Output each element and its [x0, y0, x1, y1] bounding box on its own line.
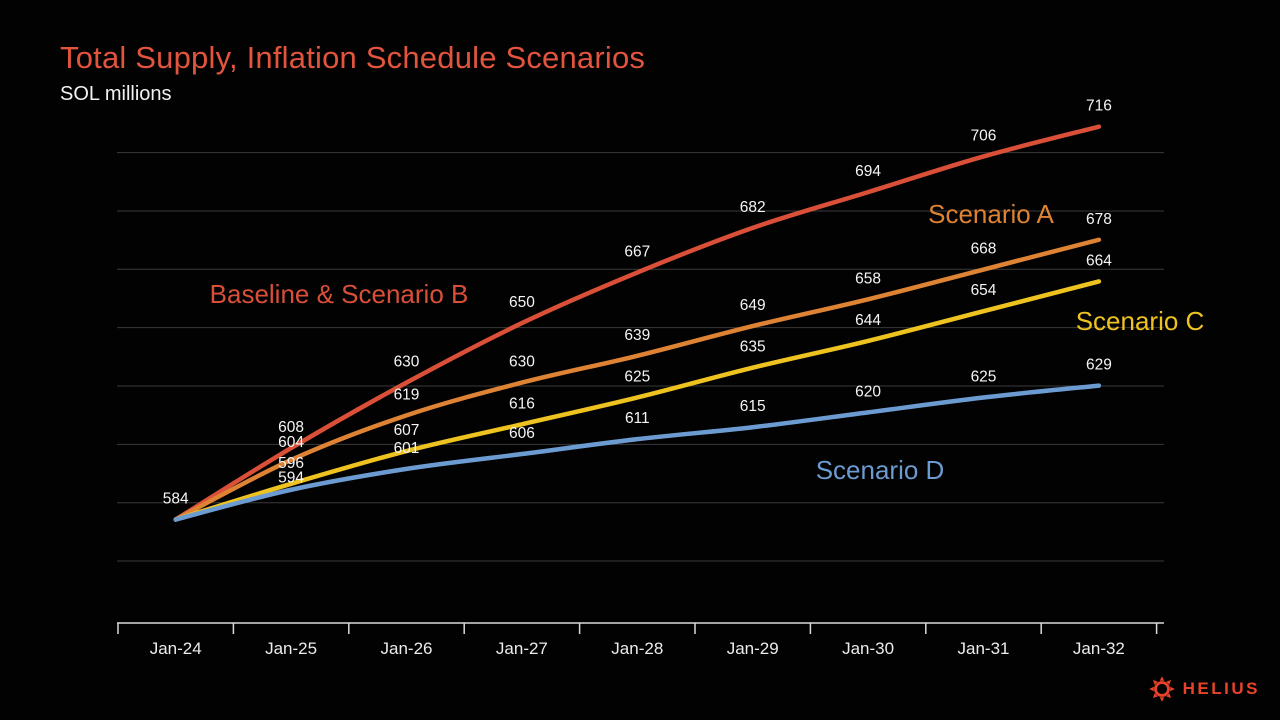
data-label: 620 [855, 383, 881, 400]
x-tick-label: Jan-31 [958, 639, 1010, 658]
data-label: 694 [855, 163, 881, 180]
data-label: 667 [624, 243, 650, 260]
data-label: 629 [1086, 357, 1112, 374]
series-line-scenario-a [173, 237, 1102, 522]
data-label: 608 [278, 419, 304, 436]
series-line-scenario-c [173, 279, 1102, 522]
data-label: 604 [278, 434, 304, 451]
x-tick-label: Jan-24 [150, 639, 202, 658]
data-label: 706 [971, 127, 997, 144]
logo-ray [1159, 697, 1164, 702]
data-label: 682 [740, 199, 766, 216]
data-label: 635 [740, 339, 766, 356]
data-label: 616 [509, 395, 535, 412]
data-label: 654 [971, 282, 997, 299]
data-label: 619 [394, 386, 420, 403]
series-annotation-baseline-scenario-b: Baseline & Scenario B [210, 279, 469, 309]
data-label: 668 [971, 241, 997, 258]
x-tick-label: Jan-26 [381, 639, 433, 658]
data-label: 594 [278, 470, 304, 487]
data-label: 630 [509, 354, 535, 371]
helius-logo-icon [1148, 676, 1175, 702]
x-tick-label: Jan-29 [727, 639, 779, 658]
data-label: 716 [1086, 98, 1112, 115]
x-tick-label: Jan-27 [496, 639, 548, 658]
data-label: 664 [1086, 252, 1112, 269]
x-tick-label: Jan-32 [1073, 639, 1125, 658]
data-label: 630 [394, 354, 420, 371]
data-label: 644 [855, 312, 881, 329]
helius-logo-text: HELIUS [1182, 679, 1260, 698]
data-label: 606 [509, 425, 535, 442]
data-label: 649 [740, 297, 766, 314]
chart-subtitle: SOL millions [60, 83, 172, 105]
data-label: 650 [509, 294, 535, 311]
series-line-baseline-scenario-b [173, 124, 1102, 522]
data-label: 658 [855, 270, 881, 287]
x-tick-label: Jan-30 [842, 639, 894, 658]
series-annotation-scenario-c: Scenario C [1076, 306, 1205, 336]
x-tick-label: Jan-28 [611, 639, 663, 658]
data-label: 607 [394, 422, 420, 439]
x-tick-label: Jan-25 [265, 639, 317, 658]
data-label: 584 [163, 491, 189, 508]
logo-ray [1159, 676, 1164, 681]
data-label: 601 [394, 440, 420, 457]
data-label: 611 [625, 410, 650, 427]
series-annotation-scenario-d: Scenario D [816, 455, 945, 485]
logo-ray [1148, 686, 1154, 692]
series-annotation-scenario-a: Scenario A [928, 199, 1054, 229]
logo-ray [1169, 686, 1175, 692]
data-label: 625 [971, 368, 997, 385]
data-label: 678 [1086, 211, 1112, 228]
chart-title: Total Supply, Inflation Schedule Scenari… [60, 40, 646, 75]
series-line-scenario-d [173, 383, 1102, 522]
data-label: 615 [740, 398, 766, 415]
data-label: 625 [624, 368, 650, 385]
helius-logo: HELIUS [1148, 676, 1260, 702]
data-label: 596 [278, 455, 304, 472]
data-label: 639 [624, 327, 650, 344]
